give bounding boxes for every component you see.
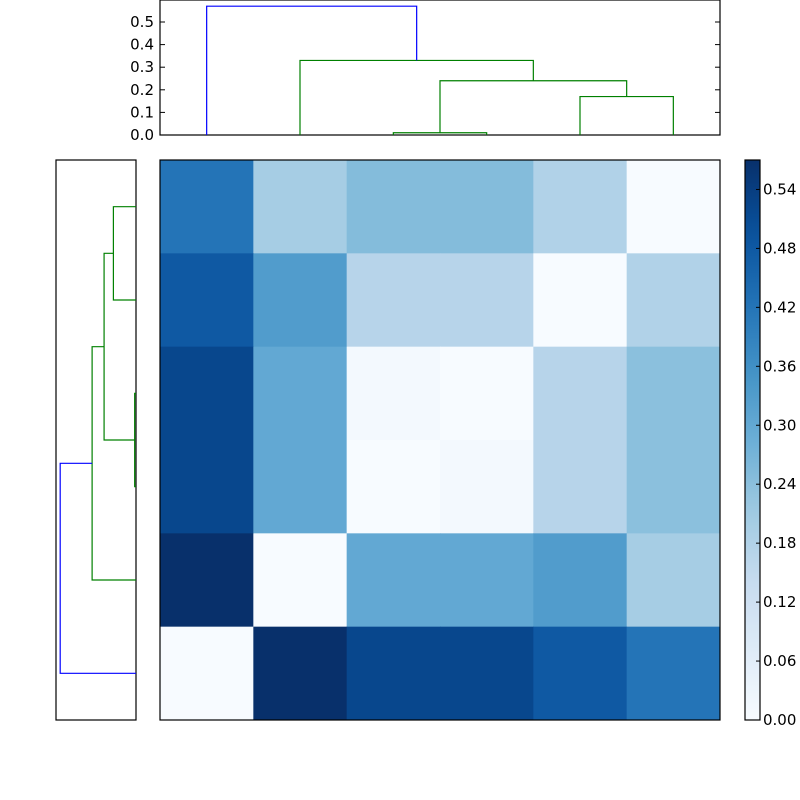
colorbar-gradient [744, 159, 761, 721]
heatmap-cell [440, 626, 534, 721]
heatmap-cell [160, 253, 254, 348]
heatmap-cell [533, 626, 628, 721]
ytick-label: 0.1 [130, 103, 154, 121]
heatmap-cell [440, 346, 534, 441]
ytick-label: 0.2 [130, 81, 154, 99]
heatmap-cell [160, 440, 254, 534]
left-dendrogram [55, 159, 137, 721]
heatmap-cell [626, 346, 721, 441]
colorbar-tick-label: 0.48 [763, 239, 796, 257]
heatmap-cell [160, 160, 254, 254]
heatmap-cell [440, 160, 534, 254]
heatmap-cell [533, 533, 628, 628]
colorbar-tick-label: 0.54 [763, 180, 796, 198]
heatmap-cell [626, 253, 721, 348]
heatmap-cell [626, 160, 721, 254]
heatmap-cell [533, 253, 628, 348]
heatmap-cell [440, 533, 534, 628]
heatmap-cell [533, 440, 628, 534]
ytick-label: 0.0 [130, 126, 154, 144]
heatmap-cell [160, 533, 254, 628]
dendrogram-link [206, 5, 418, 135]
colorbar-tick-label: 0.42 [763, 298, 796, 316]
ytick-label: 0.4 [130, 36, 154, 54]
heatmap-cell [253, 160, 348, 254]
colorbar-tick-label: 0.18 [763, 534, 796, 552]
heatmap [159, 159, 721, 721]
colorbar-tick-label: 0.12 [763, 593, 796, 611]
heatmap-cell [253, 626, 348, 721]
top-dendrogram: 0.0 0.1 0.2 0.3 0.4 0.5 [130, 0, 721, 144]
colorbar-tick-label: 0.36 [763, 357, 796, 375]
heatmap-cell [160, 346, 254, 441]
heatmap-cell [626, 626, 721, 721]
heatmap-cell [440, 253, 534, 348]
heatmap-cell [346, 253, 441, 348]
heatmap-cell [440, 440, 534, 534]
colorbar-tick-label: 0.00 [763, 711, 796, 729]
heatmap-cell [626, 533, 721, 628]
heatmap-cell [346, 346, 441, 441]
heatmap-cell [533, 346, 628, 441]
heatmap-cell [346, 160, 441, 254]
heatmap-cell [253, 253, 348, 348]
heatmap-cell [346, 440, 441, 534]
heatmap-cell [253, 440, 348, 534]
heatmap-cell [346, 626, 441, 721]
heatmap-cell [253, 346, 348, 441]
colorbar-tick-label: 0.24 [763, 475, 796, 493]
ytick-label: 0.3 [130, 58, 154, 76]
heatmap-cell [626, 440, 721, 534]
heatmap-cell [253, 533, 348, 628]
heatmap-frame [159, 159, 721, 721]
colorbar: 0.00 0.06 0.12 0.18 0.24 0.30 0.36 0.42 0.48 0.54 [744, 159, 796, 729]
heatmap-cell [533, 160, 628, 254]
heatmap-cell [160, 626, 254, 721]
colorbar-tick-label: 0.06 [763, 652, 796, 670]
colorbar-tick-label: 0.30 [763, 416, 796, 434]
heatmap-cell [346, 533, 441, 628]
dendrogram-link [59, 462, 136, 674]
ytick-label: 0.5 [130, 13, 154, 31]
